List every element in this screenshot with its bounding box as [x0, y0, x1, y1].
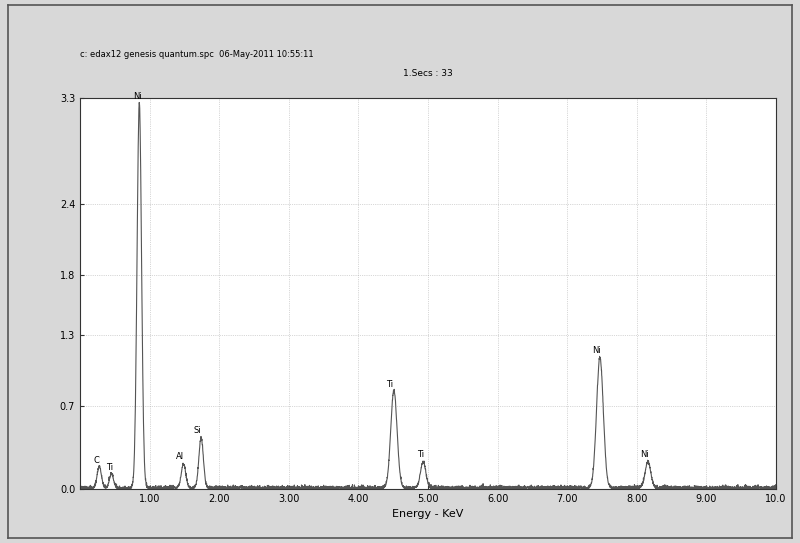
Text: Ti: Ti	[386, 380, 394, 389]
Text: Si: Si	[194, 426, 202, 435]
Text: C: C	[93, 456, 99, 465]
Text: Ni: Ni	[133, 92, 142, 102]
Text: Ti: Ti	[417, 450, 424, 459]
Text: Ni: Ni	[640, 450, 649, 459]
Text: 1.Secs : 33: 1.Secs : 33	[403, 69, 453, 78]
Text: c: edax12 genesis quantum.spc  06-May-2011 10:55:11: c: edax12 genesis quantum.spc 06-May-201…	[80, 50, 314, 59]
Text: Al: Al	[175, 452, 183, 462]
Text: Ti: Ti	[106, 463, 114, 472]
X-axis label: Energy - KeV: Energy - KeV	[392, 509, 464, 519]
Text: Ni: Ni	[592, 346, 601, 355]
